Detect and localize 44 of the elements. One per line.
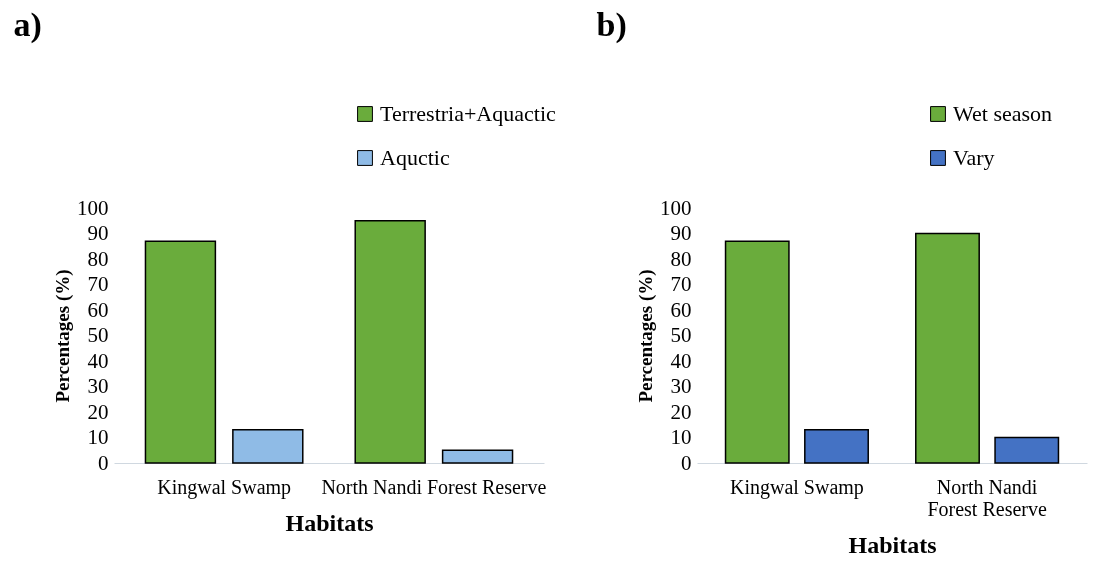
y-tick-label: 90	[670, 221, 692, 245]
y-tick-label: 40	[670, 348, 692, 373]
chart-title: a)	[13, 6, 42, 44]
y-tick-label: 80	[670, 246, 692, 271]
x-tick-label: Kingwal Swamp	[729, 475, 864, 499]
y-tick-label: 100	[77, 195, 109, 220]
y-tick-label: 10	[87, 425, 109, 449]
y-tick-label: 100	[660, 195, 692, 220]
bar	[915, 232, 980, 464]
y-axis-title: Percentages (%)	[52, 269, 74, 403]
legend-label: Wet season	[953, 101, 1053, 126]
bar	[994, 436, 1060, 464]
bar	[804, 429, 869, 464]
x-tick-label: Kingwal Swamp	[157, 475, 292, 499]
x-tick-label: North Nandi Forest Reserve	[321, 475, 547, 498]
y-tick-label: 0	[681, 450, 692, 475]
y-tick-label: 30	[670, 374, 692, 398]
y-tick-label: 0	[98, 450, 109, 475]
y-tick-label: 40	[87, 348, 109, 373]
bar	[441, 449, 514, 464]
x-axis-title: Habitats	[285, 509, 374, 536]
y-tick-label: 20	[670, 399, 692, 424]
x-tick-label: North Nandi Forest Reserve	[927, 475, 1047, 520]
y-tick-label: 90	[87, 221, 109, 245]
y-tick-label: 50	[87, 323, 109, 347]
y-tick-label: 30	[87, 374, 109, 398]
chart-title: b)	[596, 6, 627, 44]
y-tick-label: 20	[87, 399, 109, 424]
bar	[354, 220, 426, 464]
bar	[144, 240, 217, 464]
x-axis-title: Habitats	[848, 531, 937, 558]
legend-label: Vary	[953, 145, 995, 170]
legend-label: Aquctic	[380, 145, 450, 170]
y-tick-label: 70	[87, 272, 109, 296]
y-tick-label: 80	[87, 246, 109, 271]
y-tick-label: 60	[670, 297, 692, 322]
y-tick-label: 10	[670, 425, 692, 449]
bar	[232, 429, 304, 464]
bar	[724, 240, 790, 464]
y-tick-label: 50	[670, 323, 692, 347]
legend-label: Terrestria+Aquactic	[380, 101, 557, 126]
y-tick-label: 70	[670, 272, 692, 296]
y-axis-title: Percentages (%)	[635, 269, 657, 403]
y-tick-label: 60	[87, 297, 109, 322]
